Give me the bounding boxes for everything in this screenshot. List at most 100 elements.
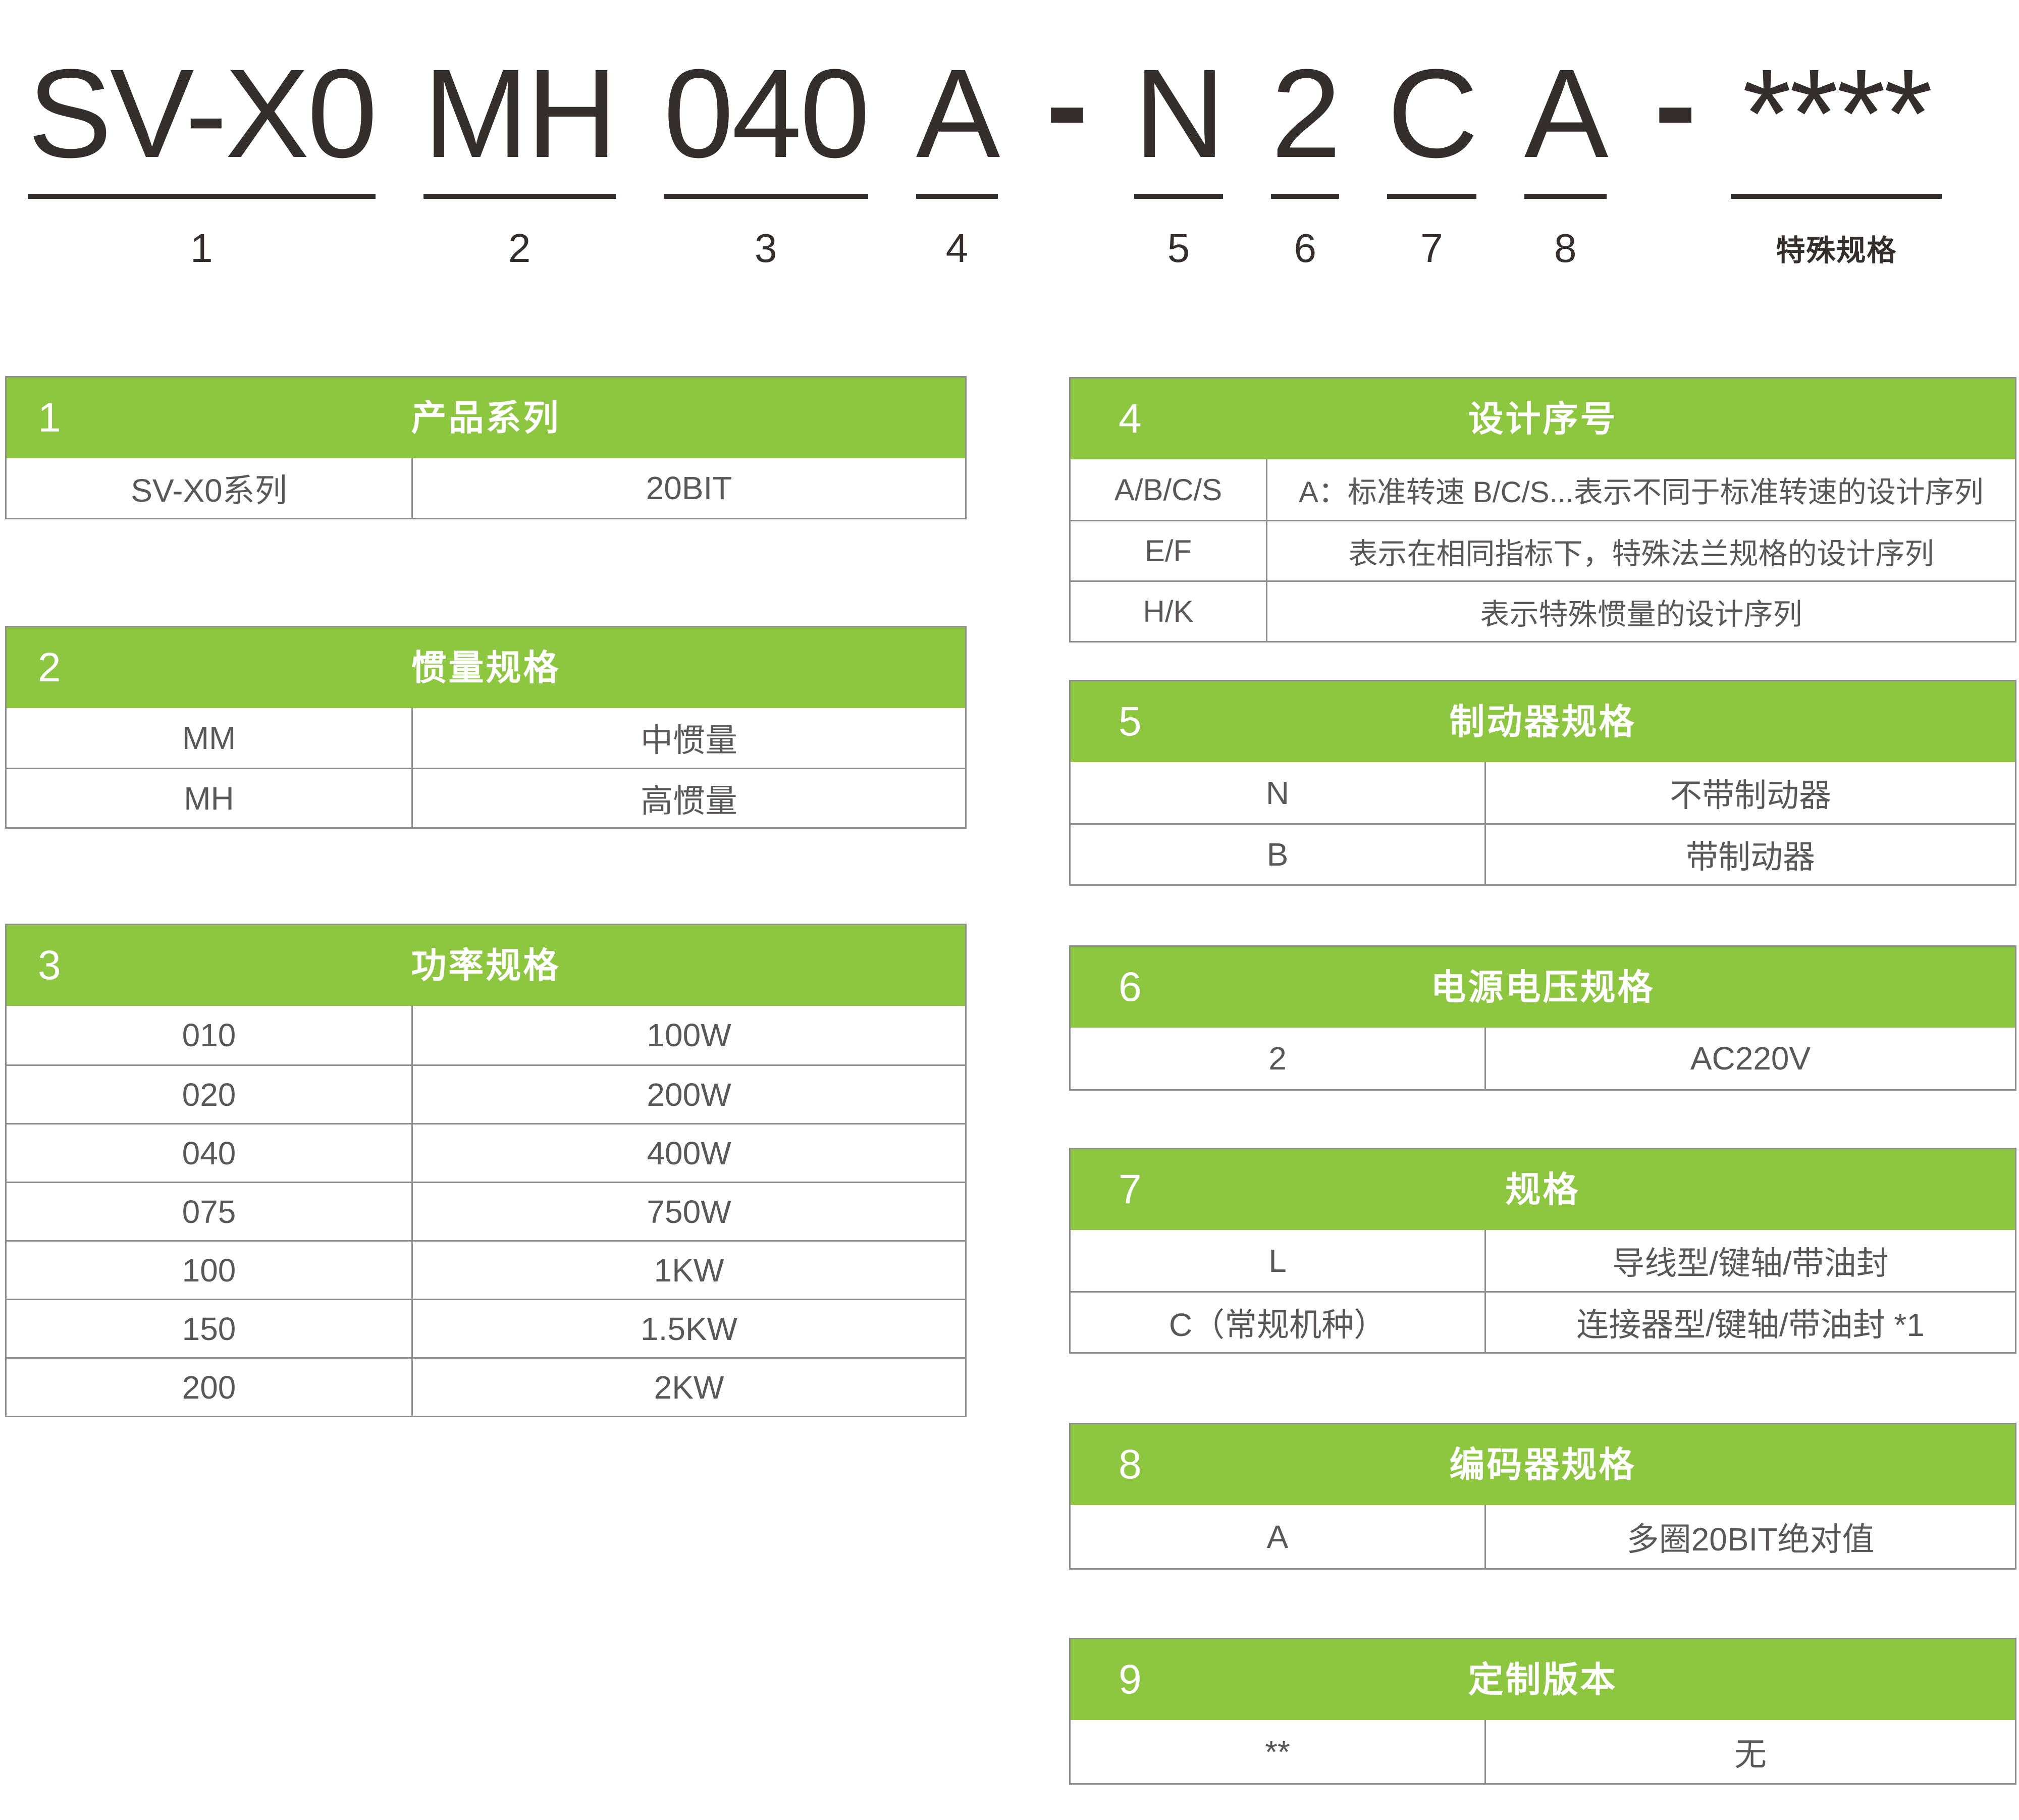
row-desc-cell: 2KW [654,1369,724,1406]
model-segment-text: SV-X0 [28,43,378,184]
model-segment-number: 8 [1554,226,1577,271]
row-code-cell: C（常规机种） [1071,1293,1486,1352]
model-segment-number: 7 [1420,226,1443,271]
model-segment-text: **** [1742,43,1933,184]
model-segment-label: 特殊规格 [1776,234,1897,267]
row-desc-cell: 带制动器 [1686,839,1815,875]
model-segment-underline [1271,194,1340,199]
model-segment-text: MH [423,43,618,184]
table-header-title: 制动器规格 [1449,702,1636,741]
model-segment-number: 6 [1294,226,1317,271]
row-desc-cell: 多圈20BIT绝对值 [1626,1521,1875,1558]
row-code-cell: 150 [7,1300,413,1357]
table-row: H/K 表示特殊惯量的设计序列 [1071,580,2015,641]
table-header-title: 设计序号 [1468,399,1618,439]
table-row: 040 400W [7,1123,965,1182]
table-row: 075 750W [7,1182,965,1240]
model-segment-brake: N 5 [1134,50,1225,269]
table-header-number: 5 [1119,699,1142,744]
row-code-cell: 200 [7,1359,413,1416]
row-desc-cell: 100W [647,1017,731,1053]
table-row: A/B/C/S A：标准转速 B/C/S...表示不同于标准转速的设计序列 [1071,459,2015,520]
table-row: MM 中惯量 [7,708,965,768]
table-row: L 导线型/键轴/带油封 [1071,1230,2015,1291]
model-dash: - [1046,41,1088,228]
model-number: SV-X0 1 MH 2 040 3 A 4 - N 5 2 6 C 7 A [28,41,1991,271]
row-code-cell: 100 [7,1242,413,1299]
table-header-number: 4 [1119,396,1142,442]
model-segment-text: 040 [663,43,870,184]
row-code-cell: MM [7,708,413,768]
table-row: E/F 表示在相同指标下，特殊法兰规格的设计序列 [1071,520,2015,580]
table-row: 150 1.5KW [7,1299,965,1357]
model-segment-underline [1731,194,1942,199]
row-code-cell: MH [7,769,413,827]
row-code-cell: 2 [1071,1028,1486,1089]
table-row: 100 1KW [7,1240,965,1299]
row-code-cell: SV-X0系列 [7,458,413,518]
model-segment-spec: C 7 [1387,50,1478,271]
row-desc-cell: 中惯量 [641,722,737,759]
table-header-title: 规格 [1505,1170,1580,1209]
table-row: 200 2KW [7,1357,965,1416]
row-desc-cell: 200W [647,1076,731,1113]
model-segment-number: 1 [190,226,213,271]
model-segment-underline [916,194,998,199]
table-header: 2 惯量规格 [7,627,965,708]
table-design-serial: 4 设计序号 A/B/C/S A：标准转速 B/C/S...表示不同于标准转速的… [1069,377,2016,643]
table-header-title: 定制版本 [1468,1660,1618,1699]
table-row: MH 高惯量 [7,768,965,827]
row-desc-cell: 750W [647,1193,731,1230]
row-code-cell: 040 [7,1125,413,1182]
table-row: N 不带制动器 [1071,762,2015,823]
table-voltage-spec: 6 电源电压规格 2 AC220V [1069,945,2016,1091]
model-segment-power: 040 3 [663,43,870,269]
model-segment-number: 4 [945,226,969,271]
row-code-cell: A/B/C/S [1071,459,1267,520]
table-header-number: 3 [38,942,61,988]
row-desc-cell: A：标准转速 B/C/S...表示不同于标准转速的设计序列 [1299,476,1984,509]
model-segment-design: A 4 [916,50,1000,271]
row-code-cell: A [1071,1505,1486,1568]
table-header: 3 功率规格 [7,925,965,1006]
model-segment-underline [28,194,376,199]
table-header-title: 产品系列 [411,398,561,438]
row-code-cell: L [1071,1230,1486,1291]
table-header-title: 电源电压规格 [1430,968,1655,1007]
table-header-title: 功率规格 [411,946,561,985]
table-header: 9 定制版本 [1071,1639,2015,1720]
model-segment-text: A [1524,43,1609,184]
table-header: 8 编码器规格 [1071,1424,2015,1505]
row-desc-cell: 1.5KW [640,1310,738,1347]
row-desc-cell: 20BIT [646,470,732,506]
table-product-series: 1 产品系列 SV-X0系列 20BIT [5,376,967,519]
row-desc-cell: 高惯量 [641,782,737,819]
table-header-number: 7 [1119,1166,1142,1212]
table-header: 6 电源电压规格 [1071,947,2015,1028]
model-dash-text: - [1046,34,1088,175]
row-desc-cell: 不带制动器 [1670,777,1831,814]
table-row: SV-X0系列 20BIT [7,458,965,518]
model-segment-underline [423,194,616,199]
model-dash-text: - [1654,34,1696,175]
row-desc-cell: 连接器型/键轴/带油封 *1 [1576,1307,1925,1343]
model-segment-series: SV-X0 1 [28,43,378,271]
table-header-title: 惯量规格 [411,648,561,687]
table-row: 020 200W [7,1064,965,1123]
table-row: B 带制动器 [1071,823,2015,884]
table-header-number: 2 [38,645,61,690]
model-segment-custom: **** 特殊规格 [1731,43,1942,267]
model-segment-underline [1387,194,1476,199]
table-header-number: 9 [1119,1656,1142,1702]
table-row: 010 100W [7,1006,965,1064]
row-desc-cell: 400W [647,1135,731,1171]
table-row: C（常规机种） 连接器型/键轴/带油封 *1 [1071,1291,2015,1352]
row-desc-cell: 无 [1734,1736,1767,1773]
model-segment-inertia: MH 2 [423,43,618,271]
model-segment-underline [663,194,868,199]
model-segment-number: 2 [508,226,531,271]
table-header: 7 规格 [1071,1149,2015,1230]
row-code-cell: 020 [7,1066,413,1123]
table-header-number: 6 [1119,964,1142,1010]
